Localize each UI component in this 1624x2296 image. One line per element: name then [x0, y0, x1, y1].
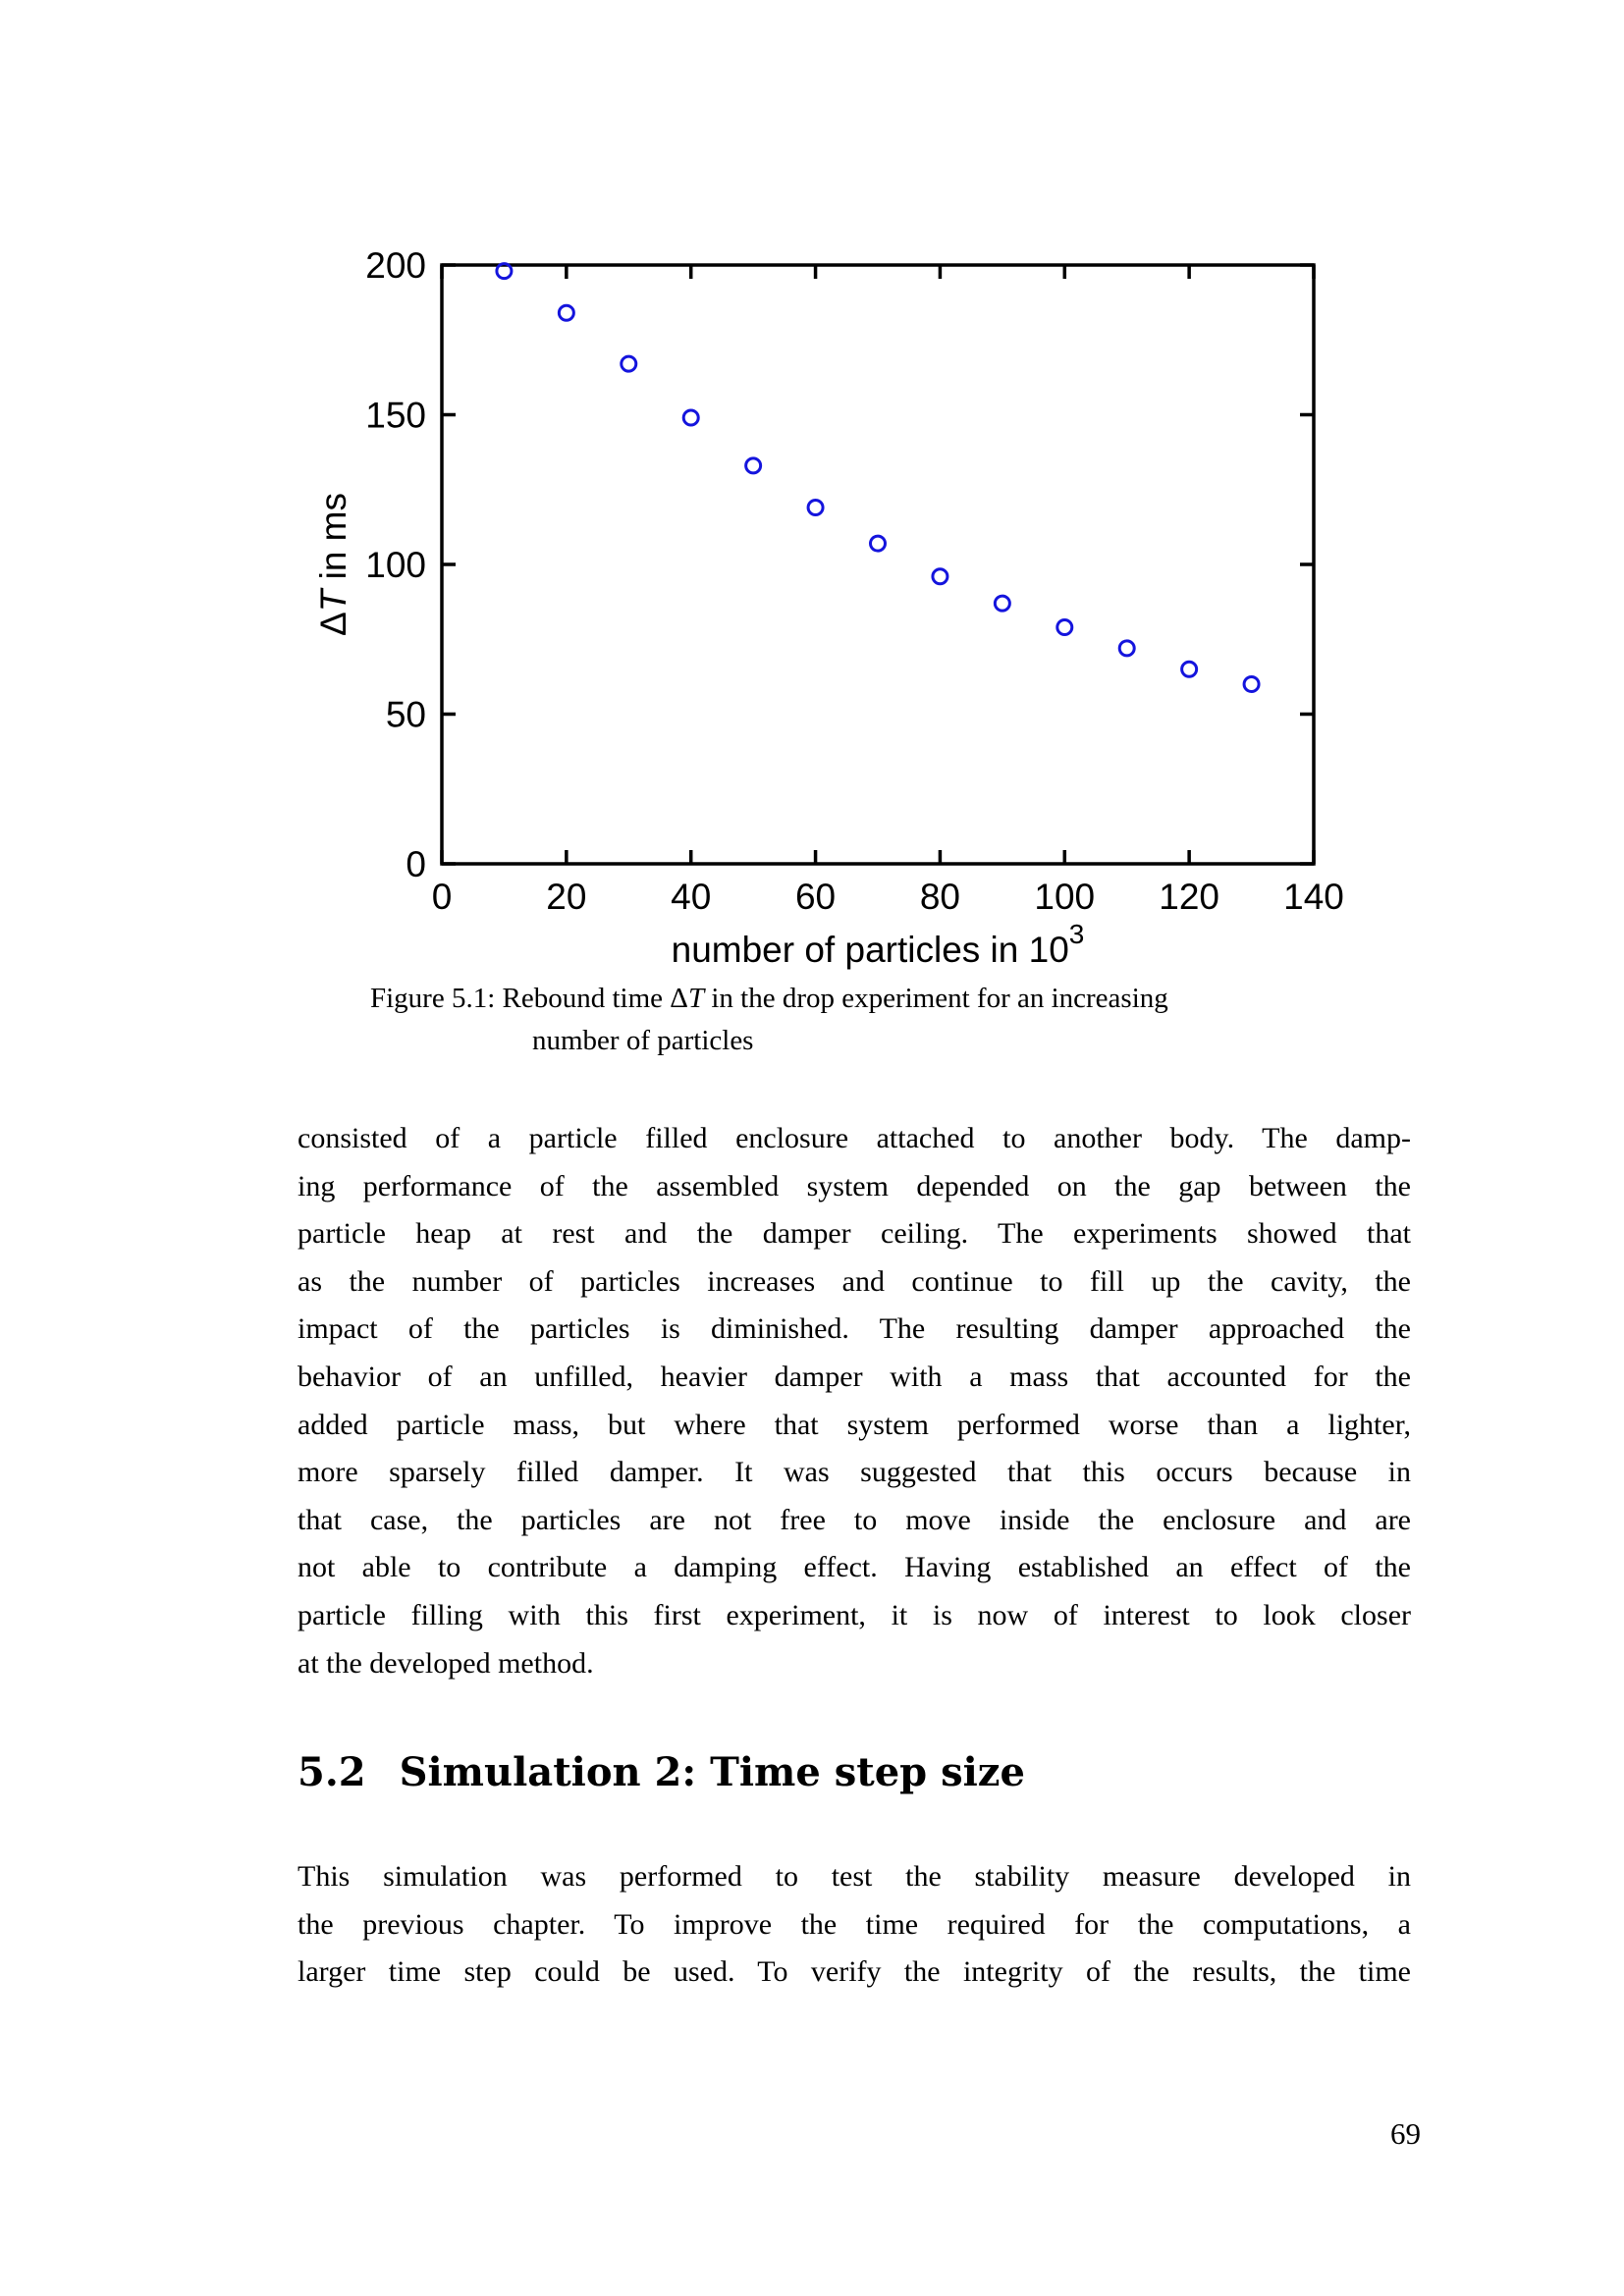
data-point	[1242, 675, 1261, 693]
text-line: that case, the particles are not free to…	[298, 1503, 1411, 1536]
data-point	[869, 534, 887, 553]
body-paragraph-2: This simulation was performed to test th…	[298, 1853, 1411, 1997]
figure-caption-line2: number of particles	[532, 1025, 754, 1056]
text-line: the previous chapter. To improve the tim…	[298, 1907, 1411, 1941]
data-point	[681, 408, 700, 427]
data-point	[620, 354, 638, 373]
x-axis-label: number of particles in 103	[672, 919, 1085, 970]
axes-box	[440, 263, 1316, 866]
figure-5-1-scatter-chart: 0 20 40 60 80 100 120 140 0 50 100 150 200 number of …	[313, 245, 1344, 970]
text-line: added particle mass, but where that syst…	[298, 1408, 1411, 1441]
y-tick-label: 0	[406, 844, 426, 884]
x-tick-label: 60	[795, 877, 836, 917]
data-point	[1180, 660, 1199, 678]
data-point	[557, 303, 575, 322]
section-number: 5.2	[298, 1749, 366, 1795]
data-point	[495, 262, 514, 281]
caption-delta-t-italic: T	[687, 983, 705, 1014]
data-point	[744, 456, 763, 475]
text-line: particle heap at rest and the damper cei…	[298, 1217, 1411, 1251]
y-tick-label: 100	[365, 545, 426, 585]
text-line: behavior of an unfilled, heavier damper …	[298, 1360, 1411, 1393]
x-tick-label: 100	[1034, 877, 1095, 917]
section-heading: 5.2 Simulation 2: Time step size	[298, 1749, 1025, 1795]
x-tick-label: 120	[1159, 877, 1219, 917]
caption-text: in the drop experiment for an increasing	[704, 983, 1168, 1014]
x-tick-label: 40	[671, 877, 711, 917]
x-tick-label: 80	[920, 877, 960, 917]
text-line: as the number of particles increases and…	[298, 1264, 1411, 1298]
data-point	[931, 567, 949, 586]
data-point	[993, 594, 1011, 613]
y-tick-label: 200	[365, 245, 426, 286]
section-title: Simulation 2: Time step size	[399, 1749, 1025, 1795]
x-tick-label: 0	[432, 877, 453, 917]
text-line: particle filling with this first experim…	[298, 1598, 1411, 1631]
body-paragraph-1: consisted of a particle filled enclosure…	[298, 1115, 1411, 1687]
text-line: more sparsely filled damper. It was sugg…	[298, 1456, 1411, 1489]
data-point	[806, 499, 825, 517]
x-tick-label: 20	[546, 877, 586, 917]
data-point	[1056, 618, 1074, 637]
x-tick-label: 140	[1283, 877, 1344, 917]
text-line: not able to contribute a damping effect.…	[298, 1551, 1411, 1584]
y-axis-label: ΔT in ms	[313, 493, 353, 636]
text-line: at the developed method.	[298, 1646, 594, 1680]
caption-text: Figure 5.1: Rebound time Δ	[370, 983, 688, 1014]
text-line: This simulation was performed to test th…	[298, 1860, 1411, 1893]
text-line: impact of the particles is diminished. T…	[298, 1312, 1411, 1346]
text-line: ing performance of the assembled system …	[298, 1169, 1411, 1202]
page-number: 69	[1390, 2116, 1421, 2151]
figure-caption-line1: Figure 5.1: Rebound time ΔT in the drop …	[370, 979, 1168, 1018]
data-point	[1117, 639, 1136, 658]
text-line: larger time step could be used. To verif…	[298, 1955, 1411, 1989]
y-tick-label: 50	[386, 695, 426, 735]
text-line: consisted of a particle filled enclosure…	[298, 1122, 1411, 1154]
y-tick-label: 150	[365, 396, 426, 436]
